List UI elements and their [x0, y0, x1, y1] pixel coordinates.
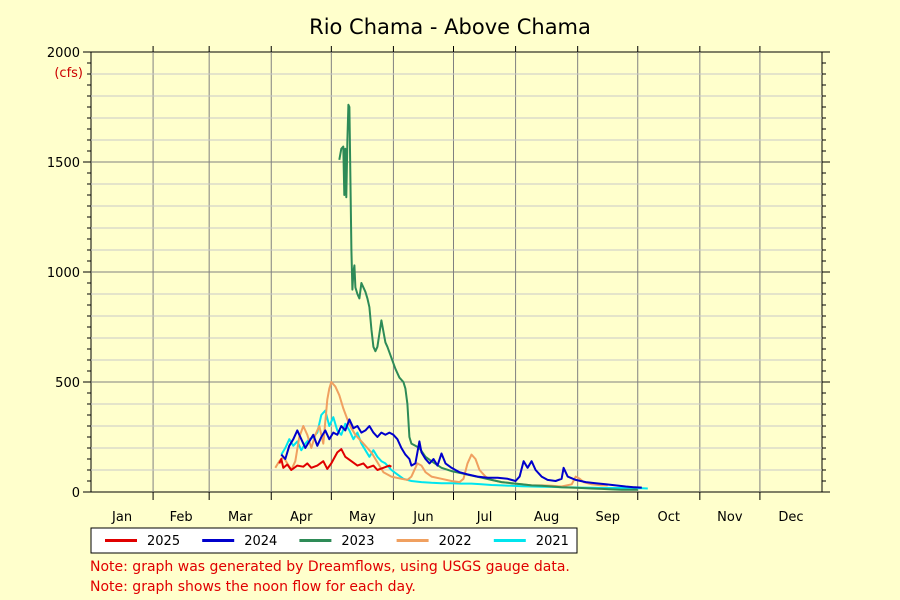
x-tick-label: Apr	[290, 510, 313, 525]
series-line-2022	[274, 381, 608, 488]
x-tick-label: Mar	[228, 510, 253, 525]
legend-label-2022: 2022	[439, 534, 472, 549]
x-tick-label: Sep	[595, 510, 620, 525]
x-tick-label: Feb	[170, 510, 193, 525]
series-line-2023	[338, 103, 638, 491]
grid-layer	[90, 51, 823, 493]
series-layer	[274, 103, 648, 491]
series-line-2025	[278, 448, 392, 471]
legend: 2025 2024 2023 2022 2021	[90, 527, 578, 554]
series-line-2024	[280, 418, 642, 489]
note-line-2: Note: graph shows the noon flow for each…	[90, 579, 416, 595]
y-tick-label: 500	[55, 376, 80, 391]
y-unit-label: (cfs)	[54, 66, 83, 81]
chart-title: Rio Chama - Above Chama	[309, 15, 591, 39]
legend-label-2025: 2025	[147, 534, 180, 549]
x-tick-label: Nov	[717, 510, 743, 525]
x-tick-label: Aug	[534, 510, 559, 525]
y-tick-label: 0	[72, 486, 80, 501]
x-tick-label: Dec	[778, 510, 803, 525]
axes-layer: 0 500 1000 1500 2000 Jan Feb Mar Apr May Jun Jul Aug…	[47, 46, 830, 525]
x-tick-label: Jul	[476, 510, 493, 525]
y-tick-label: 1500	[47, 156, 80, 171]
x-tick-label: Jun	[412, 510, 433, 525]
legend-label-2021: 2021	[536, 534, 569, 549]
x-tick-label: Oct	[658, 510, 680, 525]
legend-label-2023: 2023	[341, 534, 374, 549]
x-tick-label: Jan	[111, 510, 132, 525]
note-line-1: Note: graph was generated by Dreamflows,…	[90, 559, 570, 575]
y-tick-label: 1000	[47, 266, 80, 281]
x-tick-label: May	[349, 510, 376, 525]
legend-label-2024: 2024	[244, 534, 277, 549]
y-tick-label: 2000	[47, 46, 80, 61]
